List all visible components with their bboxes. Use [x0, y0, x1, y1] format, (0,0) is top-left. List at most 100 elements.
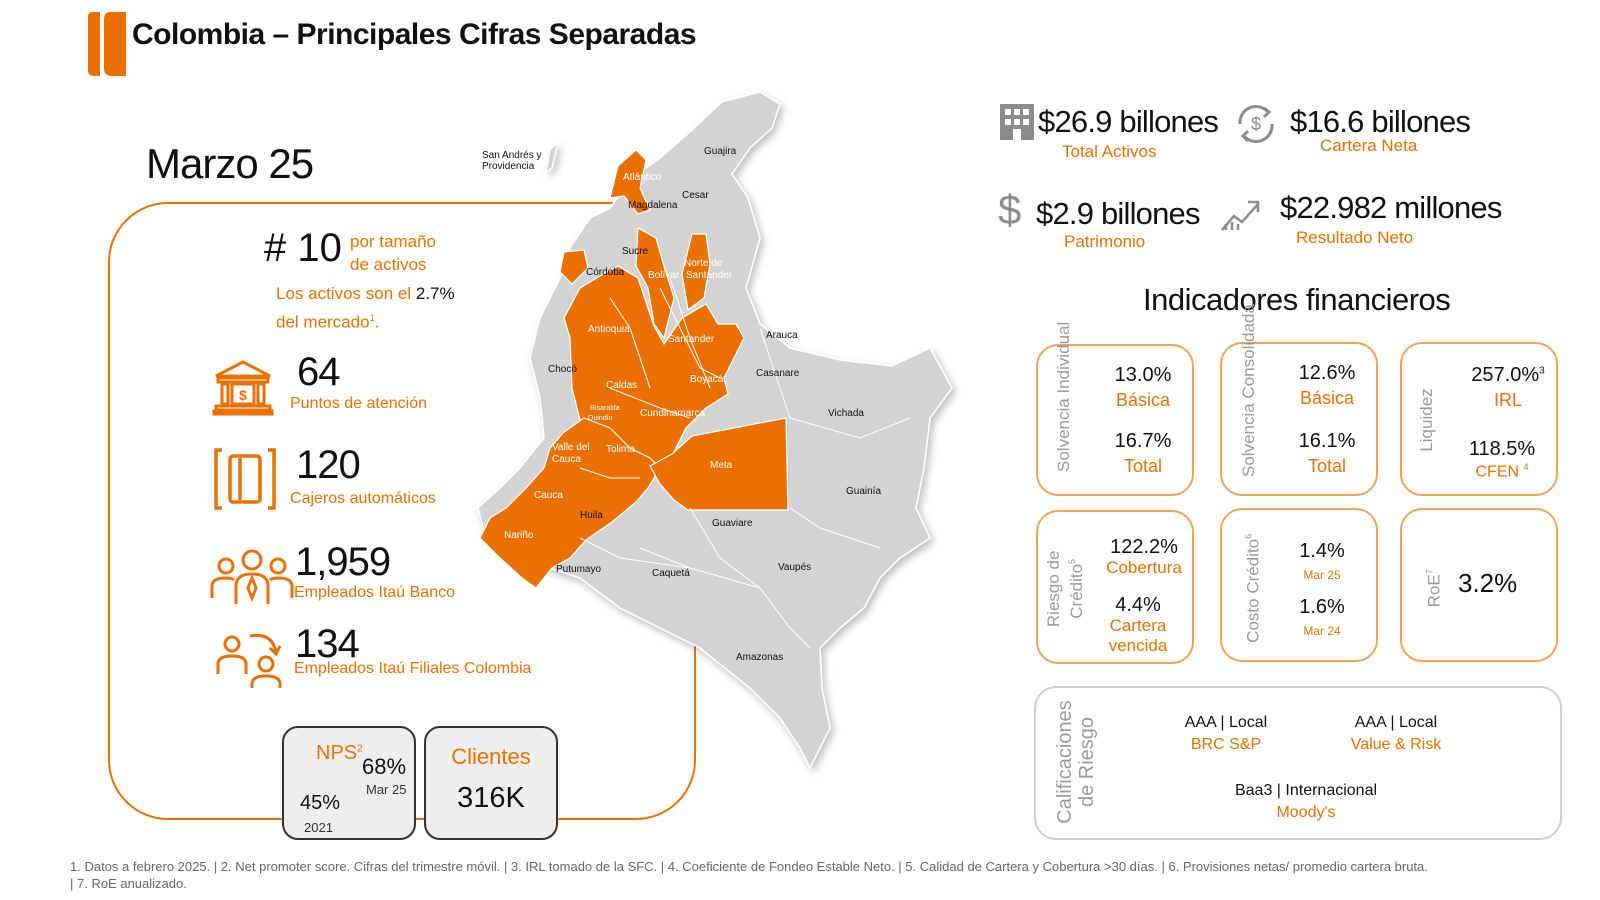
liquidez-cfen-value: 118.5% [1468, 438, 1536, 460]
rating-brc-value: AAA | Local [1184, 714, 1268, 731]
building-icon [1000, 104, 1034, 140]
kpi-employees-bank-label: Empleados Itaú Banco [294, 584, 455, 601]
riesgo-cobertura-label: Cobertura [1106, 558, 1182, 577]
map-label-cordoba: Córdoba [586, 267, 625, 278]
net-income-label: Resultado Neto [1296, 228, 1414, 247]
atm-card-icon [214, 448, 276, 510]
map-base-country [477, 91, 953, 770]
costo-credito-current-value: 1.4% [1299, 540, 1345, 562]
map-label-guainia: Guainía [846, 486, 881, 497]
dollar-cycle-icon: $ [1238, 105, 1274, 143]
total-assets-label: Total Activos [1062, 142, 1157, 161]
map-label-cauca: Cauca [534, 490, 563, 501]
liquidez-irl-value: 257.0%3 [1471, 364, 1545, 386]
svg-text:$: $ [1251, 114, 1261, 134]
map-label-vichada: Vichada [828, 408, 864, 419]
solvencia-consolidada-side-label: Solvencia Consolidada [1239, 304, 1258, 477]
nps-card: NPS2 68% Mar 25 45% 2021 [282, 726, 416, 840]
rating-value-risk-value: AAA | Local [1354, 714, 1438, 731]
colombia-map: San Andrés y Providencia Guajira Atlántic… [477, 91, 953, 770]
roe-card: RoE7 3.2% [1400, 508, 1558, 662]
solvencia-individual-total-label: Total [1123, 456, 1163, 476]
equity-label: Patrimonio [1064, 232, 1146, 251]
share-end: . [374, 312, 380, 332]
roe-value: 3.2% [1458, 568, 1518, 598]
costo-credito-card: Costo Crédito6 1.4% Mar 25 1.6% Mar 24 [1220, 508, 1378, 662]
map-label-narino: Nariño [504, 530, 534, 541]
map-san-andres [544, 139, 560, 174]
riesgo-cartera-vencida-label-2: vencida [1108, 636, 1168, 655]
map-label-caqueta: Caquetá [652, 568, 690, 579]
solvencia-consolidada-total-label: Total [1307, 456, 1347, 476]
costo-credito-prev-period: Mar 24 [1303, 624, 1341, 638]
costo-credito-side-label: Costo Crédito6 [1243, 533, 1263, 643]
bank-building-icon: $ [212, 360, 274, 416]
riesgo-cartera-vencida-label-1: Cartera [1109, 616, 1167, 635]
map-label-guaviare: Guaviare [712, 518, 753, 529]
footnotes-line-1: 1. Datos a febrero 2025. | 2. Net promot… [70, 859, 1428, 874]
net-income-value: $22.982 millones [1280, 190, 1502, 225]
rating-moodys-agency: Moody's [1276, 804, 1336, 821]
nps-prev-period: 2021 [304, 820, 333, 835]
page-title: Colombia – Principales Cifras Separadas [132, 18, 697, 51]
kpi-attention-points-value: 64 [297, 350, 340, 394]
map-label-casanare: Casanare [756, 368, 800, 379]
kpi-employees-bank-value: 1,959 [295, 540, 391, 584]
map-label-norte-santander: Norte de Santander [684, 258, 733, 281]
liquidez-side-label: Liquidez [1417, 388, 1436, 452]
solvencia-consolidada-basic-value: 12.6% [1298, 362, 1356, 384]
share-value: 2.7% [415, 284, 455, 303]
solvencia-individual-side-label: Solvencia Individual [1054, 321, 1073, 472]
clients-value: 316K [457, 782, 525, 814]
share-prefix: Los activos son el [276, 284, 416, 303]
solvencia-individual-basic-value: 13.0% [1114, 364, 1172, 386]
solvencia-consolidada-total-value: 16.1% [1298, 430, 1356, 452]
solvencia-individual-basic-label: Básica [1115, 390, 1171, 410]
solvencia-individual-card: Solvencia Individual 13.0% Básica 16.7% … [1036, 321, 1194, 496]
trend-up-icon [1221, 200, 1260, 231]
map-label-sucre: Sucre [622, 246, 649, 257]
liquidez-card: Liquidez 257.0%3 IRL 118.5% CFEN 4 [1400, 342, 1558, 496]
map-dept-atlantico-magdalena [609, 149, 651, 215]
indicators-title: Indicadores financieros [1143, 282, 1451, 317]
equity-value: $2.9 billones [1036, 196, 1200, 231]
market-share-text: Los activos son el 2.7% del mercado1. [276, 282, 455, 335]
share-suffix: del mercado [276, 312, 370, 332]
total-assets-value: $26.9 billones [1038, 104, 1219, 139]
period-label: Marzo 25 [146, 140, 314, 187]
map-label-putumayo: Putumayo [556, 564, 601, 575]
costo-credito-prev-value: 1.6% [1299, 596, 1345, 618]
liquidez-cfen-label: CFEN 4 [1475, 462, 1529, 481]
map-label-meta: Meta [710, 460, 733, 471]
liquidez-irl-label: IRL [1493, 390, 1522, 410]
riesgo-cartera-vencida-value: 4.4% [1115, 594, 1161, 616]
map-dept-cordoba-strip [559, 249, 589, 285]
footnotes-line-2: | 7. RoE anualizado. [70, 876, 187, 891]
rating-brc-agency: BRC S&P [1190, 736, 1262, 753]
net-portfolio-value: $16.6 billones [1290, 104, 1471, 139]
nps-current-value: 68% [362, 754, 407, 779]
kpi-atm-value: 120 [296, 443, 361, 487]
map-label-santander: Santander [668, 334, 715, 345]
kpi-employees-subsidiaries-label: Empleados Itaú Filiales Colombia [294, 660, 532, 677]
riesgo-credito-side-label: Riesgo de Crédito5 [1044, 550, 1086, 628]
net-portfolio-label: Cartera Neta [1320, 136, 1418, 155]
employees-transfer-icon [216, 633, 282, 688]
map-label-boyaca: Boyacá [690, 374, 724, 385]
map-label-guajira: Guajira [704, 146, 737, 157]
map-label-cundinamarca: Cundinamarca [640, 408, 705, 419]
solvencia-consolidada-card: Solvencia Consolidada 12.6% Básica 16.1%… [1220, 304, 1378, 496]
map-label-huila: Huila [580, 510, 603, 521]
employees-group-icon [210, 549, 294, 604]
map-dept-bolivar [635, 227, 675, 340]
ranking-value: # 10 [264, 226, 342, 270]
rating-moodys-value: Baa3 | Internacional [1234, 782, 1378, 799]
kpi-atm-label: Cajeros automáticos [290, 490, 436, 507]
map-label-arauca: Arauca [766, 330, 798, 341]
svg-text:$: $ [239, 387, 247, 403]
costo-credito-current-period: Mar 25 [1303, 568, 1341, 582]
solvencia-individual-total-value: 16.7% [1114, 430, 1172, 452]
ratings-card: Calificaciones de Riesgo AAA | Local BRC… [1034, 686, 1562, 840]
map-label-cesar: Cesar [682, 190, 709, 201]
map-label-bolivar: Bolívar [648, 270, 680, 281]
